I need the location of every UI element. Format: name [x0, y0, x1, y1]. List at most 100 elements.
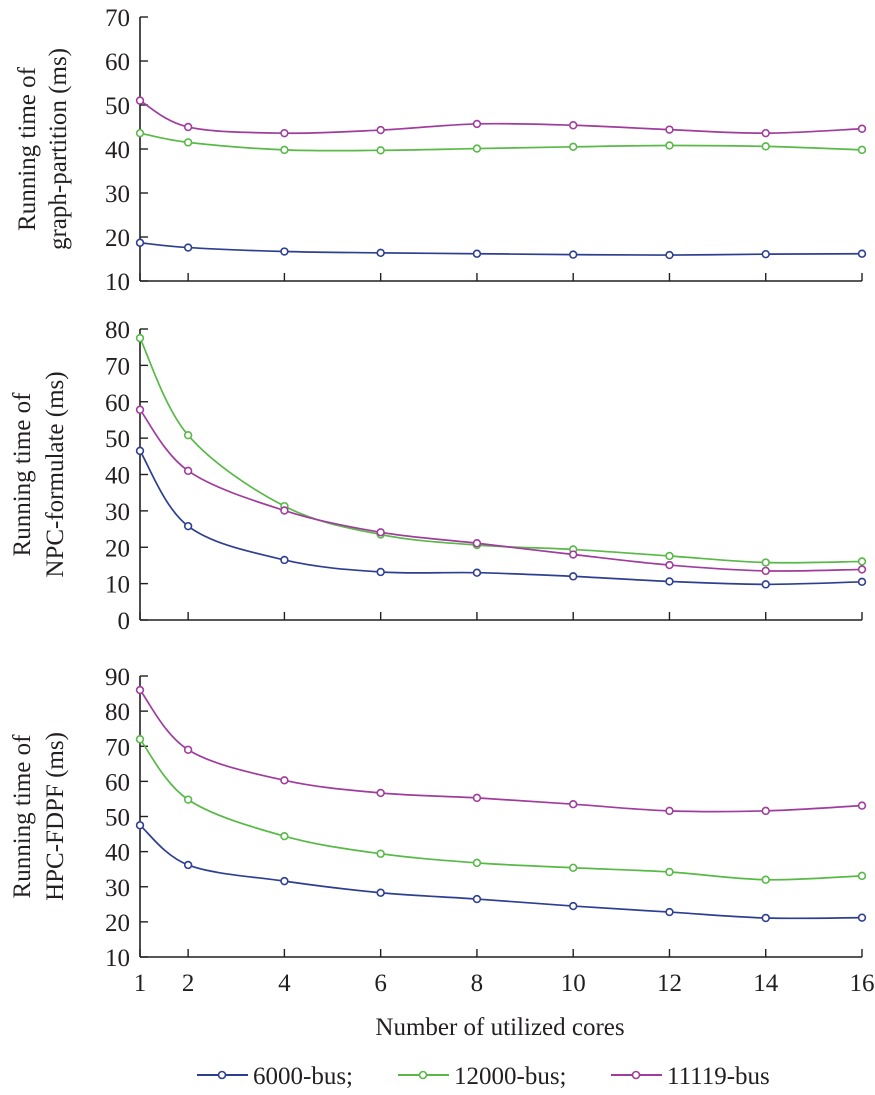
data-point-12000-bus — [568, 863, 578, 872]
data-point-12000-bus — [135, 735, 145, 744]
y-tick-label: 80 — [105, 699, 130, 726]
data-point-12000-bus — [280, 831, 289, 841]
data-point-6000-bus — [665, 250, 674, 260]
y-tick-label: 60 — [105, 49, 130, 76]
y-axis-label-line: Running time of — [9, 392, 36, 557]
data-point-6000-bus — [761, 249, 770, 259]
series-11119-bus — [135, 685, 867, 816]
data-point-6000-bus — [135, 821, 145, 830]
data-point-11119-bus — [568, 800, 578, 809]
data-point-11119-bus — [472, 539, 482, 548]
data-point-12000-bus — [183, 795, 193, 804]
data-point-12000-bus — [761, 875, 770, 884]
panel-2: 0 10 20 30 40 50 60 70 80 Running time of NPC-form… — [9, 317, 867, 635]
data-point-12000-bus — [857, 871, 867, 881]
x-tick-label: 8 — [471, 970, 484, 997]
data-point-11119-bus — [857, 565, 867, 574]
panel-1: 10 20 30 40 50 60 70 Running time of graph-parti… — [14, 5, 867, 296]
y-tick-label: 50 — [105, 426, 130, 453]
series-11119-bus — [135, 96, 867, 138]
data-point-11119-bus — [376, 528, 385, 537]
y-axis-label-line: Running time of — [9, 734, 36, 899]
data-point-6000-bus — [665, 577, 674, 586]
legend-item-11119-bus: 11119-bus — [611, 1063, 770, 1090]
data-point-11119-bus — [857, 124, 867, 133]
y-tick-label: 0 — [118, 608, 131, 635]
data-point-6000-bus — [472, 568, 482, 577]
data-point-12000-bus — [376, 146, 385, 155]
y-tick-label: 40 — [105, 463, 130, 490]
data-point-11119-bus — [376, 125, 385, 135]
series-line-12000-bus — [139, 132, 863, 152]
data-point-12000-bus — [376, 849, 385, 858]
legend-item-12000-bus: 12000-bus; — [398, 1063, 567, 1090]
data-point-12000-bus — [857, 145, 867, 155]
y-tick-label: 30 — [105, 181, 130, 208]
x-tick-label: 4 — [278, 970, 291, 997]
y-tick-label: 50 — [105, 93, 130, 120]
y-tick-label: 70 — [105, 353, 130, 380]
series-12000-bus — [135, 333, 867, 567]
data-point-12000-bus — [665, 867, 674, 877]
data-point-6000-bus — [280, 247, 289, 256]
x-tick-label: 2 — [182, 970, 195, 997]
y-axis-label: Running time of graph-partition (ms) — [14, 48, 72, 250]
series-6000-bus — [135, 821, 867, 923]
y-tick-label: 60 — [105, 769, 130, 796]
legend-marker-6000-bus — [217, 1070, 227, 1080]
legend-item-6000-bus: 6000-bus; — [197, 1063, 353, 1090]
data-point-12000-bus — [665, 141, 674, 150]
x-tick-label: 12 — [657, 970, 682, 997]
x-tick-label: 6 — [374, 970, 387, 997]
legend-label-12000-bus: 12000-bus; — [454, 1063, 567, 1090]
data-point-6000-bus — [568, 901, 578, 911]
y-tick-label: 40 — [105, 137, 130, 164]
series-6000-bus — [135, 238, 867, 260]
y-axis-label: Running time of HPC-FDPF (ms) — [9, 732, 69, 901]
data-point-6000-bus — [857, 577, 867, 587]
series-line-6000-bus — [139, 824, 863, 920]
y-tick-label: 40 — [105, 840, 130, 867]
y-axis-label-line: Running time of — [14, 66, 41, 231]
x-tick-label: 10 — [561, 970, 586, 997]
data-point-11119-bus — [568, 550, 578, 559]
data-point-11119-bus — [183, 745, 193, 754]
y-axis-label-line: graph-partition (ms) — [45, 48, 72, 250]
y-tick-label: 30 — [105, 875, 130, 902]
data-point-6000-bus — [761, 913, 770, 923]
series-12000-bus — [135, 128, 867, 155]
data-point-6000-bus — [183, 521, 193, 531]
data-point-11119-bus — [376, 788, 385, 798]
data-point-12000-bus — [472, 858, 482, 868]
x-tick-label: 14 — [753, 970, 779, 997]
data-point-12000-bus — [183, 138, 193, 147]
y-tick-label: 20 — [105, 535, 130, 562]
y-tick-label: 20 — [105, 225, 130, 252]
legend: 6000-bus; 12000-bus; 11119-bus — [197, 1063, 770, 1090]
series-line-12000-bus — [139, 337, 863, 564]
series-12000-bus — [135, 735, 867, 884]
x-axis-label: Number of utilized cores — [375, 1014, 624, 1041]
data-point-11119-bus — [135, 96, 145, 105]
series-line-6000-bus — [139, 241, 863, 256]
data-point-11119-bus — [472, 119, 482, 129]
data-point-6000-bus — [280, 555, 289, 565]
data-point-6000-bus — [135, 446, 145, 456]
data-point-11119-bus — [761, 566, 770, 576]
data-point-11119-bus — [568, 121, 578, 130]
x-tick-label: 16 — [850, 970, 875, 997]
y-axis-label-line: NPC-formulate (ms) — [42, 371, 69, 577]
data-point-6000-bus — [857, 249, 867, 258]
data-point-11119-bus — [280, 128, 289, 138]
data-point-6000-bus — [183, 243, 193, 252]
data-point-6000-bus — [376, 888, 385, 897]
legend-label-11119-bus: 11119-bus — [667, 1063, 770, 1090]
data-point-11119-bus — [761, 806, 770, 816]
series-line-11119-bus — [139, 99, 863, 135]
legend-marker-11119-bus — [631, 1070, 641, 1080]
y-axis-label-line: HPC-FDPF (ms) — [42, 732, 69, 901]
data-point-11119-bus — [472, 793, 482, 803]
